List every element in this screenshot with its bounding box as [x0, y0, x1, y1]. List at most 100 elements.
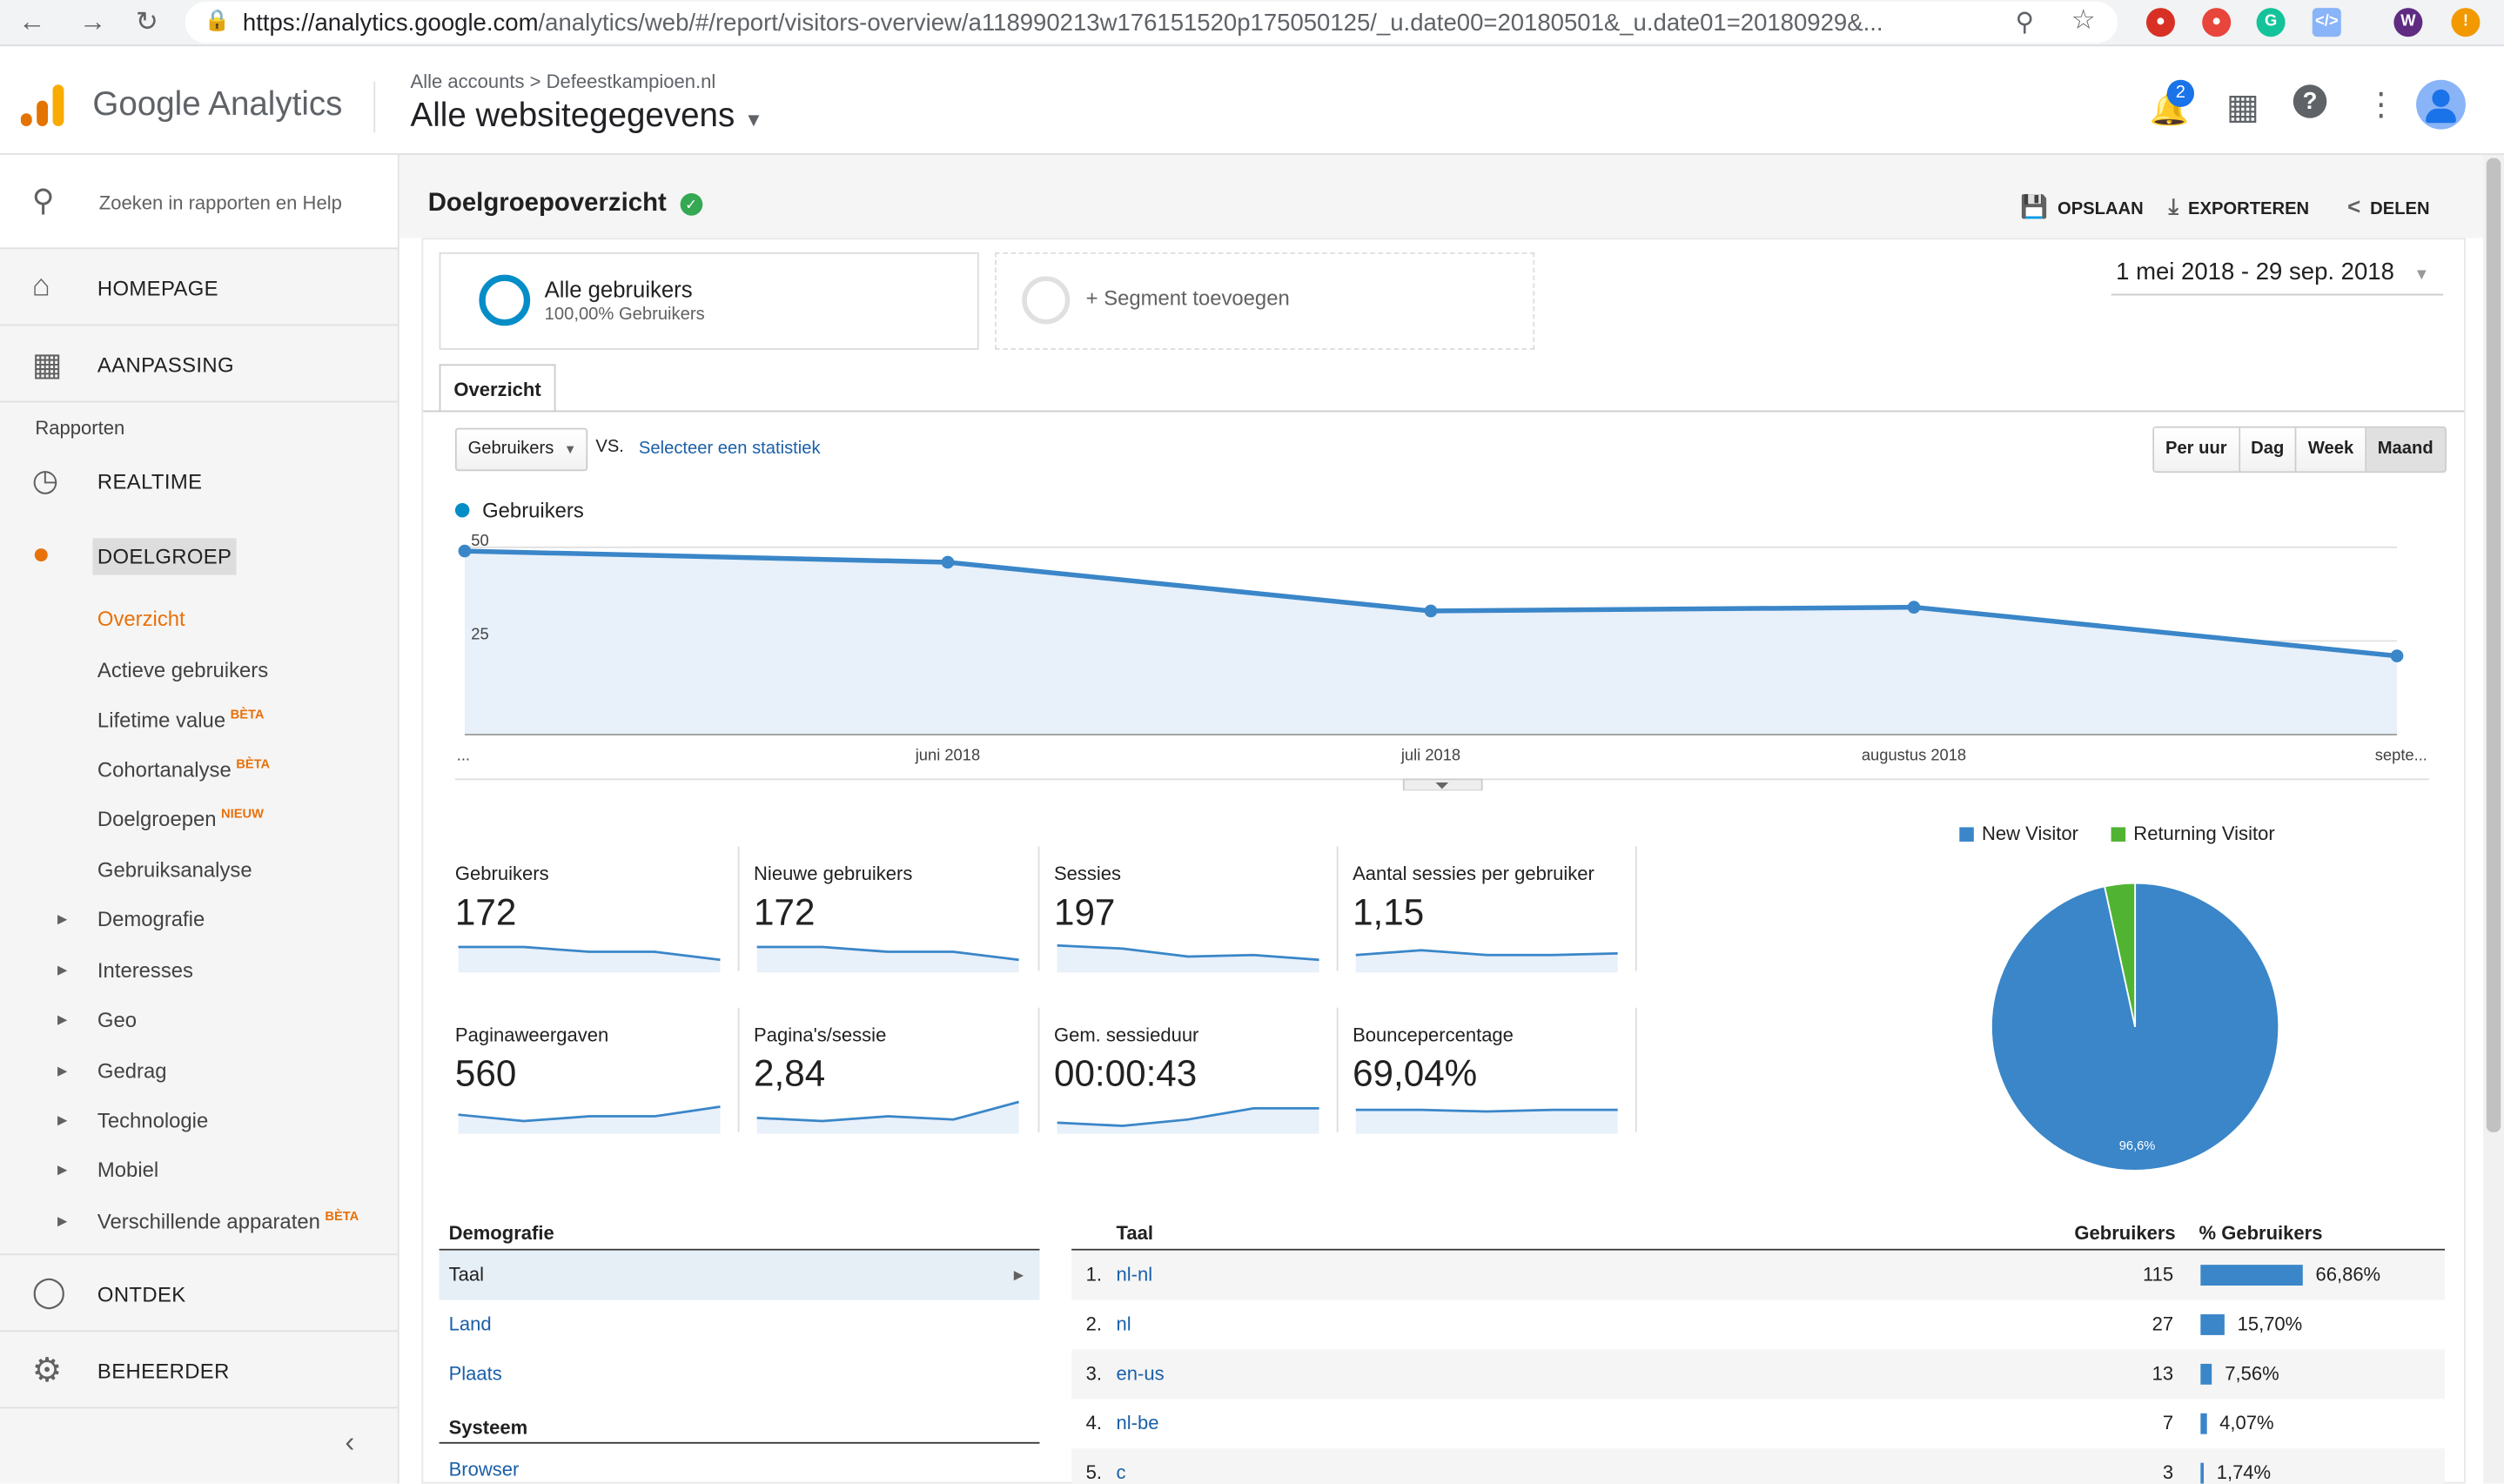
breadcrumb[interactable]: Alle accounts > Defeestkampioen.nl: [411, 71, 716, 93]
back-icon[interactable]: ←: [18, 6, 46, 37]
metric-card[interactable]: Gebruikers 172: [455, 863, 736, 987]
metric-card[interactable]: Gem. sessieduur 00:00:43: [1054, 1024, 1335, 1148]
language-link[interactable]: en-us: [1116, 1362, 1165, 1385]
search-input[interactable]: Zoeken in rapporten en Help: [98, 191, 342, 214]
col-header-language[interactable]: Taal: [1116, 1221, 1153, 1245]
collapse-sidebar-icon[interactable]: ‹: [345, 1426, 355, 1459]
pie-slice-returning-visitor[interactable]: [2104, 882, 2137, 1027]
update-alert-icon[interactable]: !: [2451, 8, 2481, 37]
sidebar-search[interactable]: ⚲ Zoeken in rapporten en Help: [0, 154, 398, 248]
sidebar-item-customization[interactable]: ▦ AANPASSING: [0, 326, 398, 400]
audience-item-geo[interactable]: Geo: [97, 1008, 137, 1032]
col-header-pct-users[interactable]: % Gebruikers: [2199, 1221, 2323, 1245]
property-selector[interactable]: Alle websitegegevens ▼: [411, 97, 763, 136]
expand-arrow-icon[interactable]: ▶: [57, 1112, 68, 1128]
expand-arrow-icon[interactable]: ▶: [57, 1213, 68, 1228]
grammarly-extension-icon[interactable]: G: [2256, 8, 2286, 37]
add-segment-button[interactable]: + Segment toevoegen: [995, 252, 1535, 350]
audience-item-interests[interactable]: Interesses: [97, 958, 193, 983]
sidebar-item-admin[interactable]: ⚙ BEHEERDER: [0, 1332, 398, 1407]
breadcrumb-account[interactable]: Defeestkampioen.nl: [546, 70, 716, 93]
date-range-picker[interactable]: 1 mei 2018 - 29 sep. 2018 ▼: [2116, 259, 2429, 285]
profile-avatar[interactable]: W: [2393, 8, 2423, 37]
metric-card[interactable]: Aantal sessies per gebruiker 1,15: [1353, 863, 1634, 987]
sparkline-area: [458, 947, 721, 973]
help-icon[interactable]: ?: [2293, 84, 2327, 118]
dem-item-country[interactable]: Land: [448, 1313, 492, 1335]
adblock-extension-icon[interactable]: ●: [2145, 8, 2175, 37]
select-stat-link[interactable]: Selecteer een statistiek: [638, 439, 821, 459]
period-week-button[interactable]: Week: [2296, 427, 2366, 472]
expand-arrow-icon[interactable]: ▶: [57, 1012, 68, 1027]
metric-divider: [1037, 1007, 1040, 1132]
sidebar-item-discover[interactable]: ◯ ONTDEK: [0, 1255, 398, 1330]
period-hourly-button[interactable]: Per uur: [2154, 427, 2240, 472]
audience-item-cross-device[interactable]: Verschillende apparaten BÈTA: [97, 1209, 359, 1233]
save-button[interactable]: 💾 OPSLAAN: [2020, 193, 2144, 220]
forward-icon[interactable]: →: [78, 6, 107, 37]
expand-arrow-icon[interactable]: ▶: [57, 1063, 68, 1078]
segment-ring-icon: [479, 274, 531, 326]
language-link[interactable]: c: [1116, 1460, 1126, 1484]
audience-item-cohort[interactable]: Cohortanalyse BÈTA: [97, 757, 270, 782]
expand-arrow-icon[interactable]: ▶: [57, 911, 68, 927]
apps-grid-icon[interactable]: ▦: [2225, 86, 2259, 126]
notification-badge: 2: [2166, 79, 2195, 107]
tab-overview[interactable]: Overzicht: [439, 364, 556, 413]
dem-item-language[interactable]: Taal ▶: [439, 1250, 1040, 1300]
account-avatar-icon[interactable]: [2416, 79, 2466, 130]
users-count: 27: [2152, 1313, 2174, 1335]
reload-icon[interactable]: ↻: [135, 6, 158, 37]
audience-item-technology[interactable]: Technologie: [97, 1108, 208, 1132]
pct-value: 1,74%: [2216, 1460, 2272, 1484]
metric-card[interactable]: Bouncepercentage 69,04%: [1353, 1024, 1634, 1148]
audience-item-overview[interactable]: Overzicht: [97, 607, 185, 631]
bookmark-star-icon[interactable]: ☆: [2071, 4, 2096, 36]
share-button[interactable]: < DELEN: [2347, 193, 2429, 218]
visitor-pie-chart[interactable]: 96,6%: [1976, 867, 2295, 1186]
metric-card[interactable]: Paginaweergaven 560: [455, 1024, 736, 1148]
zoom-icon[interactable]: ⚲: [2015, 10, 2035, 37]
language-link[interactable]: nl-nl: [1116, 1263, 1153, 1286]
dem-item-browser[interactable]: Browser: [448, 1458, 520, 1481]
sidebar-item-label: ONTDEK: [97, 1282, 186, 1306]
metric-card[interactable]: Sessies 197: [1054, 863, 1335, 987]
more-vert-icon[interactable]: ⋮: [2365, 87, 2398, 124]
x-tick-label: septe...: [2375, 745, 2427, 763]
sidebar-item-audience[interactable]: ● DOELGROEP: [0, 528, 398, 586]
metric-card[interactable]: Pagina's/sessie 2,84: [754, 1024, 1035, 1148]
breadcrumb-root[interactable]: Alle accounts: [410, 70, 525, 93]
page-scrollbar[interactable]: [2483, 154, 2504, 1484]
segment-all-users[interactable]: Alle gebruikers 100,00% Gebruikers: [439, 252, 979, 350]
code-extension-icon[interactable]: </>: [2312, 8, 2341, 37]
pct-bar: [2200, 1413, 2207, 1434]
audience-item-mobile[interactable]: Mobiel: [97, 1158, 158, 1182]
period-day-button[interactable]: Dag: [2239, 427, 2297, 472]
period-month-button[interactable]: Maand: [2366, 427, 2445, 472]
audience-item-demographics[interactable]: Demografie: [97, 907, 205, 931]
sidebar-item-label: REALTIME: [97, 469, 203, 494]
col-header-users[interactable]: Gebruikers: [2074, 1221, 2176, 1245]
audience-item-user-explorer[interactable]: Gebruiksanalyse: [97, 857, 252, 882]
audience-item-active-users[interactable]: Actieve gebruikers: [97, 658, 268, 682]
audience-item-lifetime-value[interactable]: Lifetime value BÈTA: [97, 708, 265, 732]
sparkline-line: [756, 945, 1019, 962]
metric-value: 2,84: [754, 1052, 826, 1094]
scrollbar-thumb[interactable]: [2486, 158, 2501, 1132]
expand-arrow-icon[interactable]: ▶: [57, 1162, 68, 1178]
export-button[interactable]: ⤓ EXPORTEREN: [2169, 193, 2309, 220]
dem-item-city[interactable]: Plaats: [448, 1362, 502, 1385]
language-link[interactable]: nl-be: [1116, 1411, 1159, 1434]
address-bar[interactable]: 🔒 https://analytics.google.com/analytics…: [185, 1, 2118, 44]
metric-card[interactable]: Nieuwe gebruikers 172: [754, 863, 1035, 987]
audience-item-audiences[interactable]: Doelgroepen NIEUW: [97, 807, 264, 831]
sidebar-item-home[interactable]: ⌂ HOMEPAGE: [0, 249, 398, 324]
expand-arrow-icon[interactable]: ▶: [57, 963, 68, 977]
empty-segment-ring-icon: [1022, 276, 1071, 325]
sidebar-item-realtime[interactable]: ◷ REALTIME: [0, 452, 398, 509]
pocket-extension-icon[interactable]: ●: [2202, 8, 2232, 37]
language-link[interactable]: nl: [1116, 1313, 1131, 1335]
audience-item-behavior[interactable]: Gedrag: [97, 1058, 167, 1083]
metric-select[interactable]: Gebruikers ▼: [454, 427, 588, 472]
users-line-chart[interactable]: 50 25... juni 2018 juli 2018 augustus 2018 se…: [423, 527, 2464, 791]
